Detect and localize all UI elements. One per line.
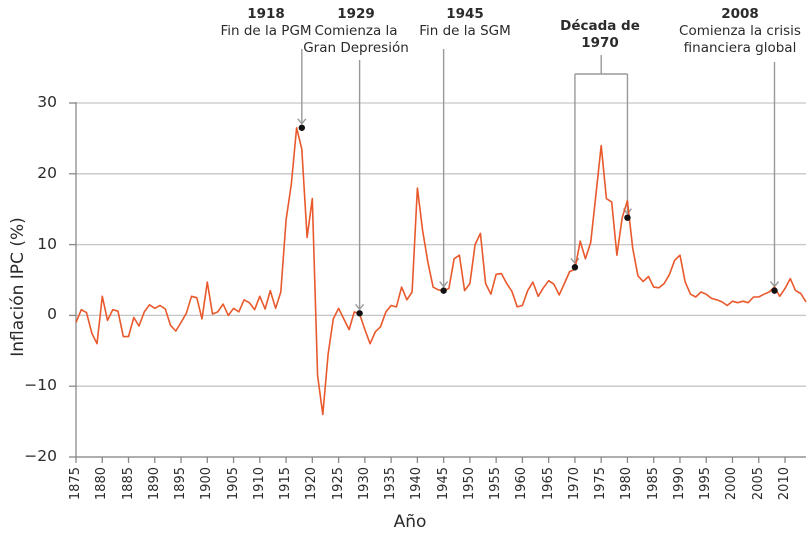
x-tick-label: 1915: [278, 467, 294, 501]
x-tick-label: 1930: [356, 467, 372, 501]
y-tick-label: 20: [37, 163, 57, 182]
arrowhead-icon: [355, 303, 365, 311]
annotation-1970s: Década de 1970: [535, 18, 665, 52]
arrowhead-icon: [570, 257, 580, 265]
annotation-2008-text-1: Comienza la crisis: [679, 23, 801, 39]
annotation-1929-text-2: Gran Depresión: [303, 40, 409, 56]
annotation-1929-text-1: Comienza la: [314, 23, 398, 39]
x-tick-label: 1970: [566, 467, 582, 501]
x-tick-label: 1880: [94, 467, 110, 501]
annotation-pointers: [297, 49, 780, 311]
highlighted-points: [298, 124, 778, 317]
y-tick-label: 0: [47, 305, 57, 324]
highlight-dot: [440, 287, 447, 294]
x-tick-label: 1940: [409, 467, 425, 501]
annotation-1929: 1929 Comienza la Gran Depresión: [291, 6, 421, 57]
x-tick-label: 2005: [750, 467, 766, 501]
annotation-1929-year: 1929: [337, 6, 375, 22]
x-tick-label: 1975: [593, 467, 609, 501]
highlight-dot: [571, 264, 579, 271]
x-tick-label: 2000: [724, 467, 740, 501]
y-tick-label: 30: [37, 93, 57, 111]
highlight-dot: [298, 124, 306, 131]
annotation-1918: 1918 Fin de la PGM: [201, 6, 331, 40]
annotation-1918-year: 1918: [247, 6, 285, 22]
x-tick-label: 1890: [146, 467, 162, 501]
annotation-1970s-line-2: 1970: [581, 35, 619, 51]
x-tick-label: 1925: [330, 467, 346, 501]
x-tick-label: 1875: [68, 467, 83, 501]
inflation-line: [75, 127, 807, 416]
x-tick-label: 1905: [225, 467, 241, 501]
x-tick-label: 1920: [304, 467, 320, 501]
x-axis-label: Año: [393, 512, 427, 532]
arrowhead-icon: [297, 118, 307, 125]
x-tick-label: 1995: [698, 467, 714, 501]
highlight-dot: [624, 214, 631, 221]
annotation-2008-text-2: financiera global: [683, 40, 797, 56]
y-tick-label: 10: [37, 234, 57, 253]
highlight-dot: [356, 310, 363, 317]
highlight-dot: [771, 287, 778, 294]
x-tick-label: 2010: [777, 467, 792, 501]
annotation-2008-year: 2008: [721, 6, 759, 22]
y-tick-label: −10: [24, 376, 57, 395]
annotation-1918-text: Fin de la PGM: [220, 23, 312, 39]
x-tick-label: 1985: [645, 467, 661, 501]
y-tick-label: −20: [24, 447, 57, 465]
x-tick-label: 1935: [383, 467, 399, 501]
x-tick-label: 1990: [671, 467, 687, 501]
y-axis-label: Inflación IPC (%): [8, 217, 28, 357]
x-tick-label: 1950: [461, 467, 477, 501]
annotation-1970s-line-1: Década de: [560, 18, 640, 34]
gridlines: [69, 102, 806, 458]
x-tick-label: 1895: [173, 467, 189, 501]
annotation-1945-text: Fin de la SGM: [419, 23, 511, 39]
x-tick-label: 1965: [540, 467, 556, 501]
x-tick-label: 1945: [435, 467, 451, 501]
x-tick-label: 1955: [488, 467, 504, 501]
annotation-1945: 1945 Fin de la SGM: [400, 6, 530, 40]
annotation-1945-year: 1945: [446, 6, 484, 22]
x-tick-label: 1885: [120, 467, 136, 501]
annotation-2008: 2008 Comienza la crisis financiera globa…: [675, 6, 805, 57]
arrowhead-icon: [439, 281, 449, 288]
x-tick-label: 1960: [514, 467, 530, 501]
x-tick-label: 1980: [619, 467, 635, 501]
x-tick-label: 1900: [199, 467, 215, 501]
axes: [75, 102, 806, 463]
x-tick-label: 1910: [251, 467, 267, 501]
